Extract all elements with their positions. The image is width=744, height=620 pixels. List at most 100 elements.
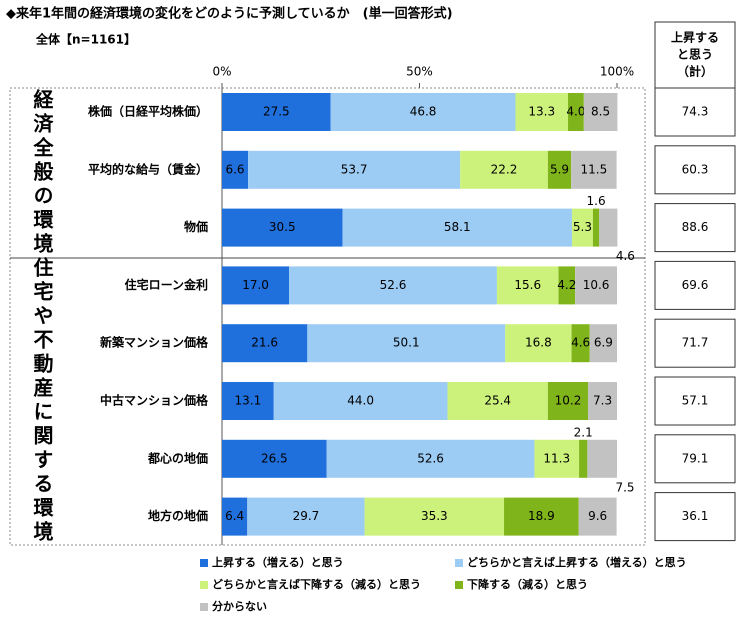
- bar-segment: [534, 439, 580, 478]
- bar-segment: [222, 324, 308, 363]
- category-label: 平均的な給与（賃金）: [88, 161, 208, 176]
- legend-label: 下降する（減る）と思う: [467, 577, 588, 591]
- category-label: 住宅ローン金利: [125, 277, 208, 292]
- bar-segment: [222, 93, 331, 131]
- bar-segment: [307, 324, 506, 363]
- category-label: 都心の地価: [147, 450, 208, 465]
- bar-segment: [515, 93, 569, 131]
- bar-segment: [571, 150, 617, 189]
- bar-segment: [248, 150, 461, 189]
- category-label: 物価: [184, 219, 208, 234]
- bar-segment: [571, 324, 590, 363]
- bar-segment: [289, 266, 497, 305]
- value-label: 5.3: [573, 220, 592, 234]
- side-value: 74.3: [682, 105, 709, 119]
- bar-segment: [222, 497, 248, 536]
- value-label: 15.6: [514, 278, 541, 292]
- bar-segment: [222, 208, 343, 247]
- value-label: 18.9: [528, 509, 555, 523]
- side-header: （計）: [677, 64, 713, 79]
- bar-segment: [447, 382, 548, 420]
- bar-segment: [589, 324, 617, 363]
- value-label: 25.4: [484, 394, 511, 408]
- bar-segment: [588, 382, 617, 420]
- bar-segment: [222, 439, 327, 478]
- value-label: 44.0: [347, 394, 374, 408]
- value-label: 50.1: [393, 336, 420, 350]
- value-label: 11.5: [581, 162, 608, 176]
- bar-segment: [575, 266, 617, 305]
- legend-label: 分からない: [212, 599, 267, 613]
- value-label: 35.3: [421, 509, 448, 523]
- bar-segment: [273, 382, 448, 420]
- group-label: 住宅や不動産に関する環境: [30, 256, 54, 545]
- category-label: 新築マンション価格: [100, 335, 209, 350]
- bar-segment: [578, 497, 617, 536]
- bar-segment: [599, 208, 618, 247]
- legend-marker: [200, 581, 208, 589]
- bar-segment: [587, 439, 617, 478]
- value-label: 13.3: [528, 105, 555, 119]
- side-value: 69.6: [682, 278, 709, 292]
- value-label: 4.6: [571, 336, 590, 350]
- bar-segment: [568, 93, 584, 131]
- value-label: 16.8: [525, 336, 552, 350]
- value-label: 11.3: [543, 451, 570, 465]
- side-value: 88.6: [682, 220, 709, 234]
- side-value: 60.3: [682, 162, 709, 176]
- value-label: 13.1: [235, 394, 262, 408]
- bar-segment: [330, 93, 516, 131]
- bar-segment: [222, 266, 290, 305]
- x-tick-label: 0%: [212, 65, 231, 79]
- value-label: 27.5: [263, 105, 290, 119]
- bar-segment: [547, 150, 572, 189]
- bar-segment: [558, 266, 576, 305]
- side-cell: [654, 434, 736, 484]
- x-tick-label: 100%: [600, 65, 634, 79]
- chart-title: ◆来年1年間の経済環境の変化をどのように予測しているか (単一回答形式): [6, 6, 453, 22]
- bar-segment: [504, 497, 579, 536]
- side-value: 57.1: [682, 394, 709, 408]
- chart-subtitle: 全体【n=1161】: [35, 32, 136, 47]
- value-label: 5.9: [550, 162, 569, 176]
- legend-label: どちらかと言えば下降する（減る）と思う: [212, 577, 421, 591]
- bar-segment: [571, 208, 593, 247]
- category-label: 株価（日経平均株価）: [88, 104, 208, 119]
- value-label: 26.5: [261, 451, 288, 465]
- legend-marker: [200, 559, 208, 567]
- value-label: 46.8: [410, 105, 437, 119]
- value-label: 58.1: [444, 220, 471, 234]
- value-label: 52.6: [417, 451, 444, 465]
- value-label: 4.0: [566, 105, 585, 119]
- side-header: と思う: [677, 48, 713, 62]
- x-tick-label: 50%: [406, 65, 433, 79]
- value-label: 6.4: [225, 509, 244, 523]
- side-cell: [654, 492, 736, 542]
- value-label: 21.6: [251, 336, 278, 350]
- bar-segment: [592, 208, 600, 247]
- side-value: 79.1: [682, 451, 709, 465]
- value-label: 22.2: [491, 162, 518, 176]
- bar-segment: [222, 150, 249, 189]
- legend-marker: [455, 559, 463, 567]
- side-cell: [654, 318, 736, 368]
- bar-segment: [505, 324, 572, 363]
- side-header: 上昇する: [671, 30, 719, 45]
- bar-segment: [460, 150, 548, 189]
- side-cell: [654, 203, 736, 253]
- bar-segment: [342, 208, 572, 247]
- bar-segment: [583, 93, 618, 131]
- side-cell: [654, 376, 736, 426]
- value-label: 4.6: [616, 249, 635, 263]
- value-label: 1.6: [587, 194, 606, 208]
- frame: [9, 87, 646, 546]
- side-value: 36.1: [682, 509, 709, 523]
- value-label: 53.7: [341, 162, 368, 176]
- value-label: 8.5: [591, 105, 610, 119]
- value-label: 10.2: [555, 394, 582, 408]
- value-label: 2.1: [574, 425, 593, 439]
- value-label: 6.9: [594, 336, 613, 350]
- bar-segment: [547, 382, 589, 420]
- bar-segment: [579, 439, 588, 478]
